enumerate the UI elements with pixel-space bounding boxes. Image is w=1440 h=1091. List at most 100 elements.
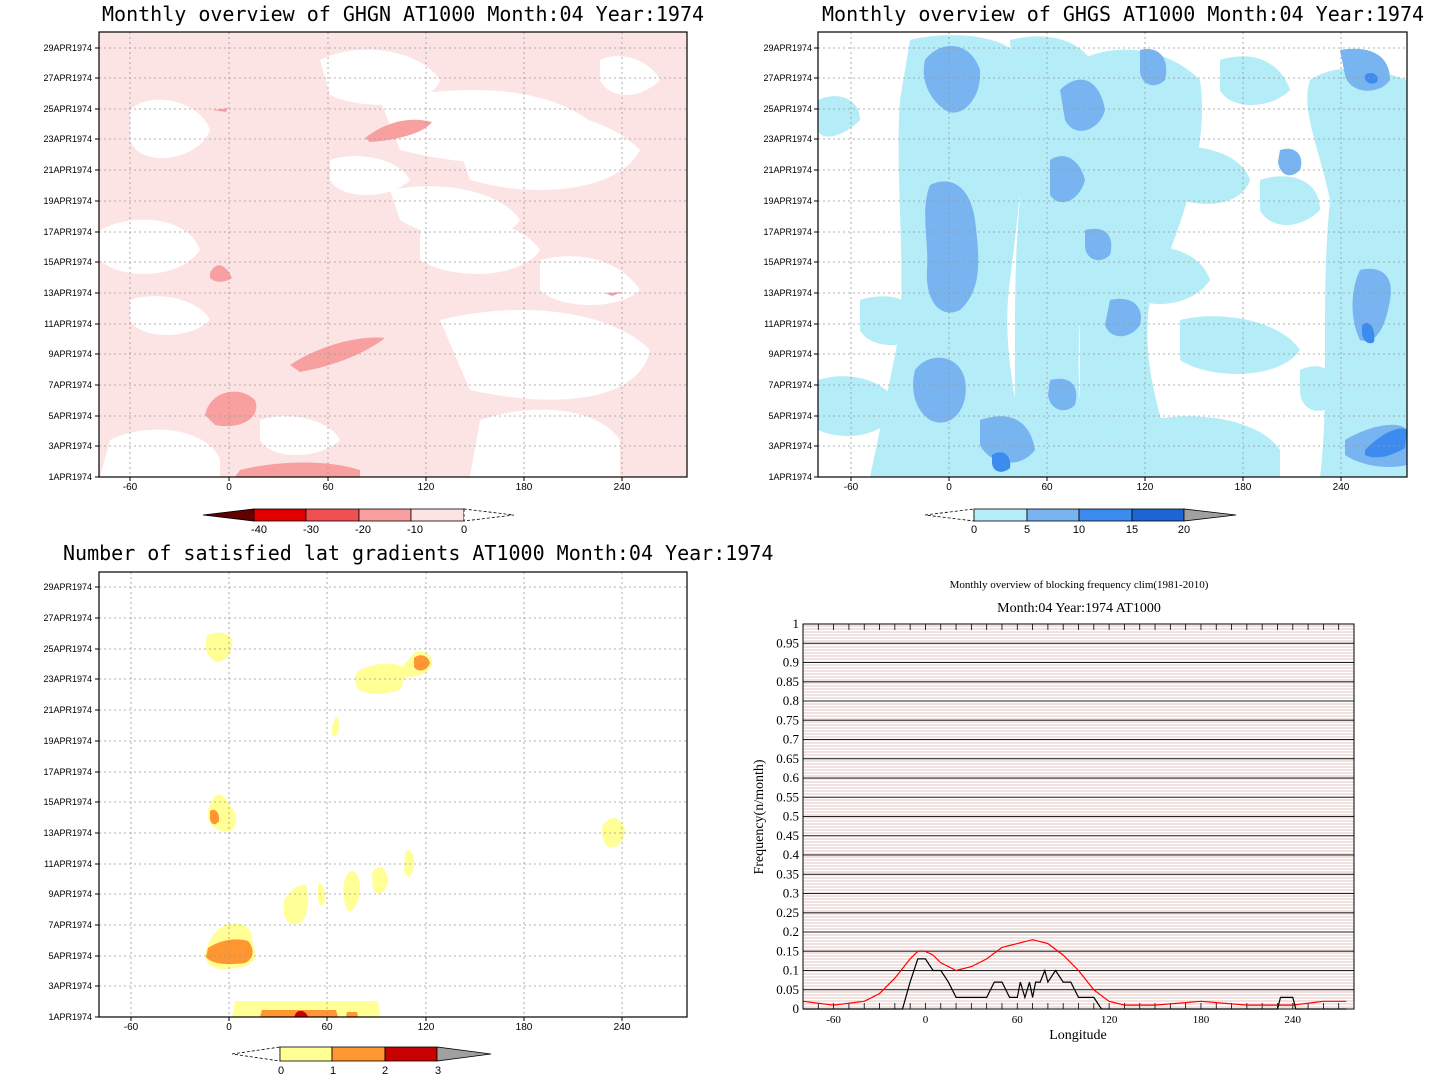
- freq-ticks: [802, 624, 1355, 1009]
- lat-level3-regions: [294, 1010, 308, 1017]
- y-tick-label: 0.65: [776, 751, 799, 766]
- ghgn-ytick: 5APR1974: [48, 411, 92, 421]
- ghgn-ytick: 29APR1974: [43, 43, 92, 53]
- y-tick-label: 0.15: [776, 943, 799, 958]
- ghgn-colorbar-label: -30: [303, 524, 319, 536]
- ghgs-colorbar-label: 0: [971, 524, 977, 536]
- lat-ytick: 3APR1974: [48, 981, 92, 991]
- lat-ytick: 25APR1974: [43, 644, 92, 654]
- lat-grid: [99, 572, 687, 1017]
- ghgs-grid: [818, 32, 1407, 477]
- y-tick-label: 0.1: [783, 963, 799, 978]
- ghgs-ytick: 11APR1974: [764, 319, 812, 329]
- y-tick-label: 0.55: [776, 789, 799, 804]
- lat-colorbar-label: 1: [330, 1065, 336, 1077]
- ghgn-colorbar-low-arrow: [202, 508, 255, 522]
- ghgs-colorbar-swatch: [1026, 508, 1080, 522]
- ghgs-xtick: 120: [1137, 482, 1154, 493]
- lat-ytick: 19APR1974: [43, 736, 92, 746]
- ghgn-colorbar-swatch: [305, 508, 360, 522]
- ghgs-xtick: -60: [844, 482, 859, 493]
- lat-xtick: 180: [516, 1022, 533, 1033]
- ghgn-xtick: 60: [322, 482, 334, 493]
- ghgs-ytick: 3APR1974: [768, 441, 812, 451]
- ghgs-ytick: 17APR1974: [763, 227, 812, 237]
- lat-xtick: -60: [124, 1022, 139, 1033]
- lat-ytick: 21APR1974: [43, 705, 92, 715]
- lat-xtick: 120: [418, 1022, 435, 1033]
- ghgs-colorbar-low-arrow: [924, 508, 975, 522]
- lat-colorbar-label: 3: [435, 1065, 441, 1077]
- ghgn-xtick: 180: [516, 482, 533, 493]
- lat-colorbar-swatch: [331, 1046, 386, 1062]
- ghgs-ytick: 1APR1974: [768, 472, 812, 482]
- lat-frame: [98, 571, 688, 1018]
- ghgn-colorbar-swatch: [410, 508, 465, 522]
- ghgn-ytick: 21APR1974: [43, 165, 92, 175]
- ghgn-ytick: 7APR1974: [48, 380, 92, 390]
- ghgn-xtick: 0: [226, 482, 232, 493]
- ghgn-negative-regions: [205, 108, 622, 477]
- x-tick-label: 0: [923, 1014, 929, 1026]
- ghgs-colorbar-swatch: [1131, 508, 1185, 522]
- ghgs-colorbar-label: 10: [1073, 524, 1085, 536]
- ghgs-xtick: 60: [1041, 482, 1053, 493]
- ghgn-title: Monthly overview of GHGN AT1000 Month:04…: [102, 2, 705, 26]
- freq-xlabel: Longitude: [1049, 1028, 1107, 1043]
- ghgs-ytick: 21APR1974: [763, 165, 812, 175]
- y-tick-label: 0.25: [776, 905, 799, 920]
- freq-ylabel: Frequency(n/month): [752, 759, 767, 874]
- ghgs-colorbar-high-arrow: [1183, 508, 1237, 522]
- ghgs-colorbar-label: 5: [1024, 524, 1030, 536]
- lat-ytick: 7APR1974: [48, 920, 92, 930]
- lat-colorbar: 0 1 2 3: [231, 1046, 492, 1077]
- y-tick-label: 1: [793, 616, 800, 631]
- x-tick-label: 120: [1101, 1014, 1118, 1026]
- x-tick-label: 180: [1193, 1014, 1210, 1026]
- y-tick-label: 0.85: [776, 674, 799, 689]
- ghgs-ytick: 25APR1974: [763, 104, 812, 114]
- lat-ytick: 17APR1974: [43, 767, 92, 777]
- ghgs-chart: 1APR1974 3APR1974 5APR1974 7APR1974 9APR…: [763, 31, 1408, 536]
- ghgn-colorbar-swatch: [358, 508, 412, 522]
- ghgs-strong-regions: [992, 72, 1407, 472]
- ghgs-ytick: 23APR1974: [763, 134, 812, 144]
- lat-colorbar-low-arrow: [231, 1046, 281, 1062]
- series-line-black: [803, 958, 1347, 1010]
- ghgn-ytick: 19APR1974: [43, 196, 92, 206]
- lat-ytick: 27APR1974: [43, 613, 92, 623]
- lat-colorbar-swatch: [384, 1046, 438, 1062]
- ghgs-colorbar-label: 20: [1178, 524, 1190, 536]
- lat-ytick: 13APR1974: [43, 828, 92, 838]
- ghgs-xtick: 240: [1333, 482, 1350, 493]
- freq-frame: [802, 623, 1355, 1010]
- ghgn-colorbar-high-arrow: [463, 508, 515, 522]
- lat-colorbar-label: 0: [278, 1065, 284, 1077]
- ghgs-ytick: 9APR1974: [768, 349, 812, 359]
- y-tick-label: 0.5: [783, 809, 799, 824]
- ghgn-xtick: -60: [123, 482, 138, 493]
- y-tick-label: 0.3: [783, 886, 799, 901]
- freq-grid: [803, 623, 1354, 1010]
- ghgs-frame: [817, 31, 1408, 478]
- y-tick-label: 0.9: [783, 655, 799, 670]
- ghgn-chart: 1APR1974 3APR1974 5APR1974 7APR1974 9APR…: [43, 31, 688, 536]
- lat-ytick: 29APR1974: [43, 582, 92, 592]
- y-tick-label: 0.95: [776, 635, 799, 650]
- ghgs-ytick: 7APR1974: [768, 380, 812, 390]
- ghgs-ytick: 5APR1974: [768, 411, 812, 421]
- ghgn-zero-regions: [100, 49, 660, 477]
- ghgs-colorbar-swatch: [973, 508, 1028, 522]
- y-tick-label: 0.35: [776, 866, 799, 881]
- lat-colorbar-high-arrow: [436, 1046, 492, 1062]
- ghgn-xtick: 120: [418, 482, 435, 493]
- y-tick-label: 0.8: [783, 693, 799, 708]
- lat-xtick: 240: [614, 1022, 631, 1033]
- lat-ytick: 23APR1974: [43, 674, 92, 684]
- lat-title: Number of satisfied lat gradients AT1000…: [63, 541, 774, 565]
- freq-chart: Monthly overview of blocking frequency c…: [752, 579, 1355, 1043]
- lat-ytick: 15APR1974: [43, 797, 92, 807]
- y-tick-label: 0.75: [776, 712, 799, 727]
- y-tick-label: 0.45: [776, 828, 799, 843]
- lat-colorbar-swatch: [279, 1046, 333, 1062]
